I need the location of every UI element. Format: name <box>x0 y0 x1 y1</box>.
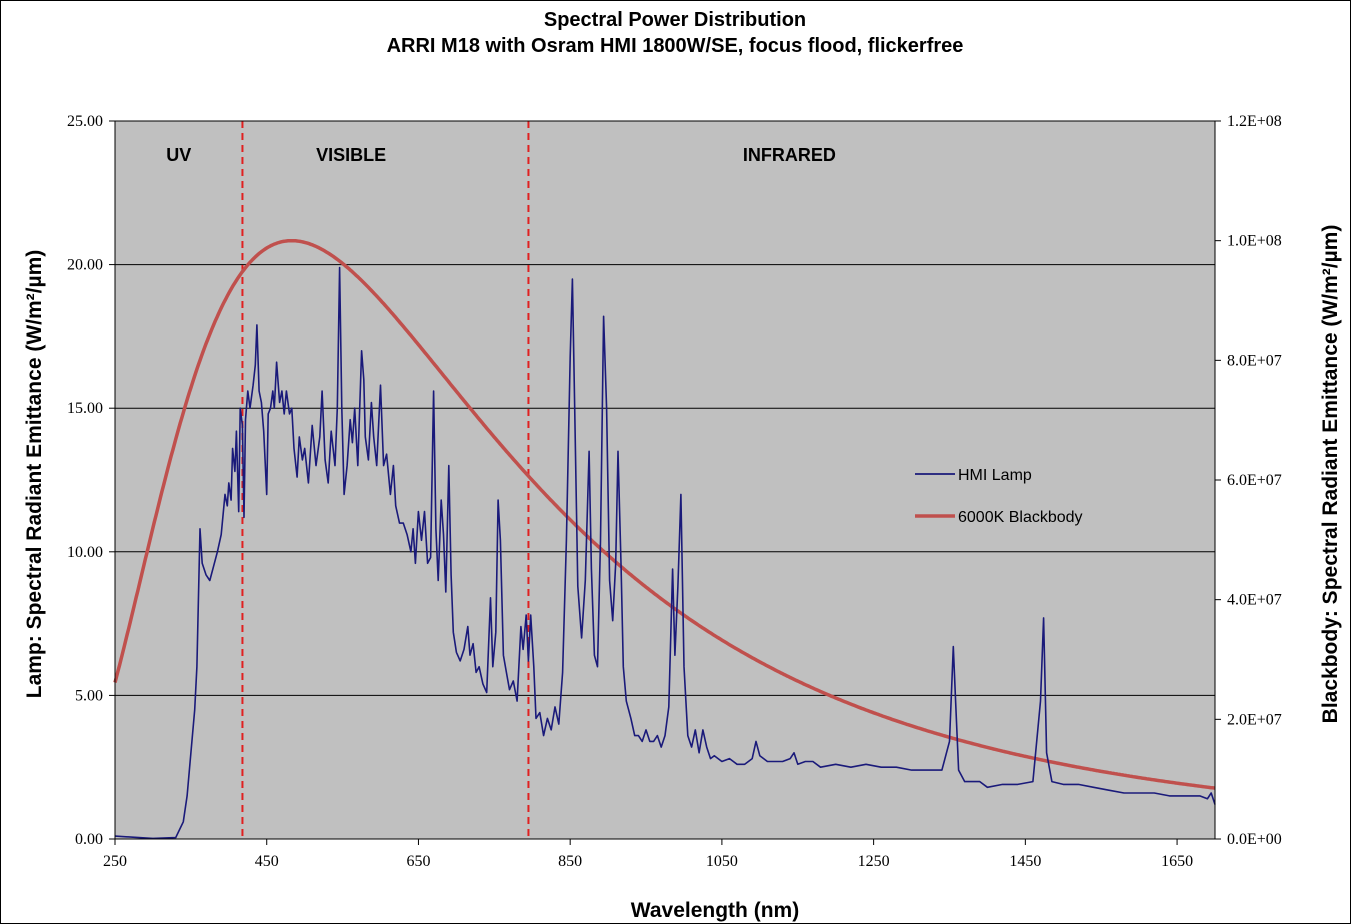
y-right-tick-label: 4.0E+07 <box>1227 592 1282 609</box>
x-tick-label: 1050 <box>706 853 738 870</box>
x-tick-label: 250 <box>103 853 127 870</box>
y-left-tick-label: 25.00 <box>67 113 103 130</box>
y-left-tick-label: 15.00 <box>67 400 103 417</box>
x-tick-label: 1250 <box>858 853 890 870</box>
y-left-tick-label: 0.00 <box>75 831 103 848</box>
y-right-tick-label: 8.0E+07 <box>1227 352 1282 369</box>
chart-subtitle: ARRI M18 with Osram HMI 1800W/SE, focus … <box>387 35 964 57</box>
series-line-6000k-blackbody <box>113 238 1216 790</box>
x-tick-label: 1450 <box>1009 853 1041 870</box>
chart-title: Spectral Power Distribution <box>544 9 806 31</box>
y-left-axis-title: Lamp: Spectral Radiant Emittance (W/m²/µ… <box>23 250 46 699</box>
y-right-tick-label: 6.0E+07 <box>1227 472 1282 489</box>
region-label: VISIBLE <box>316 145 386 165</box>
y-right-axis-title: Blackbody: Spectral Radiant Emittance (W… <box>1319 225 1342 724</box>
x-tick-label: 850 <box>558 853 582 870</box>
legend-label: 6000K Blackbody <box>958 509 1083 526</box>
x-tick-labels: 250 450 650 850 1050 1250 1450 1650 <box>103 853 1193 870</box>
x-tick-label: 650 <box>406 853 430 870</box>
y-left-tick-label: 5.00 <box>75 687 103 704</box>
y-left-tick-labels: 0.00 5.00 10.00 15.00 20.00 25.00 <box>67 113 103 848</box>
region-label: UV <box>166 145 191 165</box>
x-tick-label: 1650 <box>1161 853 1193 870</box>
legend: HMI Lamp 6000K Blackbody <box>915 467 1083 526</box>
y-right-tick-label: 1.0E+08 <box>1227 233 1282 250</box>
series-group <box>113 238 1216 840</box>
y-right-tick-labels: 0.0E+00 2.0E+07 4.0E+07 6.0E+07 8.0E+07 1.0E+… <box>1227 113 1282 848</box>
y-right-tick-label: 1.2E+08 <box>1227 113 1282 130</box>
series-line-hmi-lamp <box>114 266 1216 840</box>
y-left-tick-label: 10.00 <box>67 544 103 561</box>
y-left-tick-label: 20.00 <box>67 257 103 274</box>
axes <box>109 120 1221 845</box>
region-labels: UV VISIBLE INFRARED <box>166 145 836 165</box>
x-tick-label: 450 <box>255 853 279 870</box>
x-axis-title: Wavelength (nm) <box>631 899 799 922</box>
legend-label: HMI Lamp <box>958 467 1032 484</box>
region-label: INFRARED <box>743 145 836 165</box>
y-right-tick-label: 0.0E+00 <box>1227 831 1282 848</box>
y-right-tick-label: 2.0E+07 <box>1227 711 1282 728</box>
